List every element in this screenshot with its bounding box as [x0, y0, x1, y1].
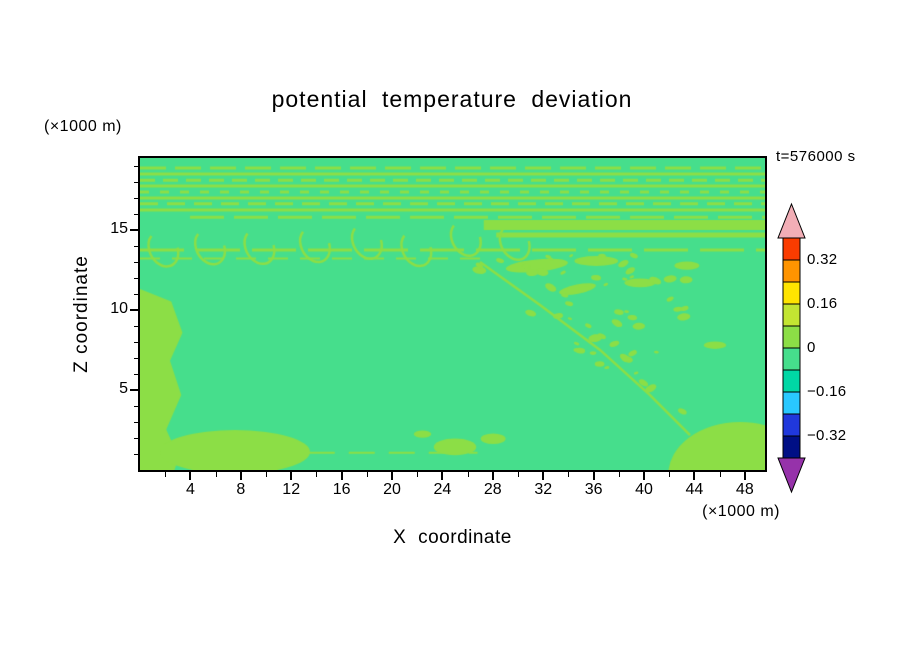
- chart-title: potential temperature deviation: [271, 86, 633, 112]
- x-minor-tick: [568, 472, 570, 477]
- x-minor-tick: [366, 472, 368, 477]
- x-minor-tick: [669, 472, 671, 477]
- colorbar-tick-label: −0.32: [807, 427, 847, 444]
- x-major-tick: [189, 472, 192, 480]
- x-tick-label: 40: [635, 481, 653, 498]
- z-minor-tick: [134, 198, 138, 199]
- z-minor-tick: [134, 326, 138, 327]
- x-minor-tick: [215, 472, 217, 477]
- z-minor-tick: [134, 422, 138, 423]
- x-tick-label: 16: [332, 481, 351, 498]
- x-axis-unit-label: (×1000 m): [702, 503, 780, 520]
- x-axis-title: X coordinate: [393, 527, 512, 548]
- colorbar-band: [782, 391, 801, 415]
- colorbar-tick-label: 0.32: [807, 251, 838, 268]
- x-tick-label: 28: [483, 481, 502, 498]
- z-major-tick: [130, 229, 138, 231]
- colorbar-tick-label: 0.16: [807, 295, 838, 312]
- x-tick-label: 12: [282, 481, 301, 498]
- x-major-tick: [391, 472, 394, 480]
- x-tick-label: 24: [433, 481, 452, 498]
- colorbar-band: [782, 281, 801, 305]
- z-minor-tick: [134, 278, 138, 279]
- z-tick-label: 15: [110, 220, 128, 237]
- z-tick-label: 5: [119, 380, 128, 397]
- colorbar-band: [782, 347, 801, 371]
- x-minor-tick: [618, 472, 620, 477]
- x-minor-tick: [266, 472, 267, 477]
- x-tick-label: 20: [383, 481, 401, 498]
- colorbar-band: [782, 259, 801, 283]
- x-major-tick: [340, 472, 343, 480]
- colorbar-band: [782, 369, 801, 393]
- z-major-tick: [130, 389, 138, 391]
- x-major-tick: [441, 472, 444, 480]
- x-major-tick: [542, 472, 545, 480]
- x-major-tick: [290, 472, 293, 480]
- z-minor-tick: [134, 166, 138, 167]
- x-major-tick: [239, 472, 242, 480]
- x-tick-label: 48: [735, 481, 754, 498]
- x-tick-label: 36: [584, 481, 603, 498]
- z-tick-label: 10: [110, 300, 128, 317]
- z-axis-unit-label: (×1000 m): [44, 118, 122, 135]
- colorbar-band: [782, 237, 801, 261]
- x-tick-label: 44: [685, 481, 704, 498]
- contour-field-canvas: [140, 158, 765, 470]
- x-minor-tick: [316, 472, 318, 477]
- z-minor-tick: [134, 454, 138, 455]
- x-major-tick: [693, 472, 696, 480]
- z-minor-tick: [134, 182, 138, 183]
- x-minor-tick: [518, 472, 520, 477]
- x-major-tick: [643, 472, 646, 480]
- z-minor-tick: [134, 342, 138, 343]
- x-tick-label: 8: [236, 481, 246, 498]
- colorbar-tick-label: −0.16: [807, 383, 847, 400]
- colorbar-band: [782, 413, 801, 437]
- colorbar-band: [782, 303, 801, 327]
- x-minor-tick: [417, 472, 419, 477]
- z-minor-tick: [134, 358, 138, 359]
- time-annotation: t=576000 s: [776, 148, 856, 165]
- z-minor-tick: [134, 438, 138, 439]
- z-minor-tick: [134, 214, 138, 215]
- colorbar-band: [782, 435, 801, 459]
- z-minor-tick: [134, 246, 138, 247]
- z-minor-tick: [134, 294, 138, 295]
- colorbar-arrow-bottom-icon: [777, 457, 806, 494]
- z-major-tick: [130, 309, 138, 311]
- plot-frame: [138, 156, 767, 472]
- colorbar: [777, 202, 806, 494]
- z-minor-tick: [134, 262, 138, 263]
- x-minor-tick: [467, 472, 469, 477]
- x-major-tick: [743, 472, 746, 480]
- z-minor-tick: [134, 406, 138, 407]
- x-minor-tick: [165, 472, 167, 477]
- colorbar-band: [782, 325, 801, 349]
- x-tick-label: 4: [185, 481, 195, 498]
- colorbar-tick-label: 0: [807, 339, 816, 356]
- colorbar-arrow-top-icon: [777, 202, 806, 239]
- x-minor-tick: [719, 472, 721, 477]
- x-tick-label: 32: [534, 481, 553, 498]
- x-major-tick: [592, 472, 595, 480]
- x-major-tick: [491, 472, 494, 480]
- z-minor-tick: [134, 374, 138, 375]
